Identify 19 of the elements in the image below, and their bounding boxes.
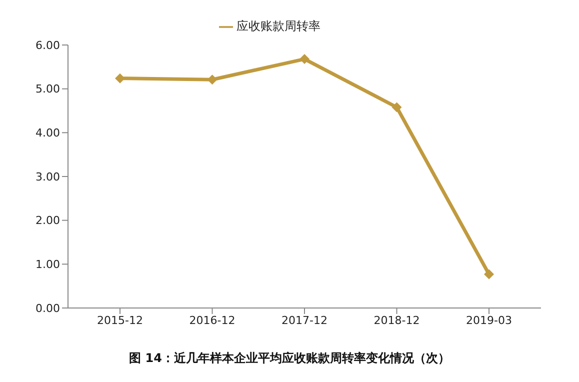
x-tick-label: 2016-12 bbox=[189, 314, 236, 327]
point bbox=[300, 54, 310, 64]
y-tick-label: 1.00 bbox=[36, 258, 60, 272]
point bbox=[207, 74, 218, 85]
legend-label: 应收账款周转率 bbox=[236, 19, 320, 33]
y-tick-label: 5.00 bbox=[36, 82, 60, 96]
point bbox=[484, 269, 494, 280]
y-tick-label: 0.00 bbox=[36, 302, 60, 315]
x-tick-label: 2015-12 bbox=[97, 314, 143, 327]
y-tick-label: 6.00 bbox=[36, 38, 60, 52]
y-tick-label: 3.00 bbox=[36, 170, 60, 184]
y-tick-label: 2.00 bbox=[36, 214, 60, 228]
point bbox=[115, 73, 125, 84]
y-tick-label: 4.00 bbox=[36, 126, 60, 140]
x-tick-label: 2018-12 bbox=[374, 314, 420, 327]
x-tick-label: 2017-12 bbox=[282, 314, 328, 327]
text: 图 14：近几年样本企业平均应收账款周转率变化情况（次） bbox=[128, 350, 451, 367]
point bbox=[392, 102, 402, 112]
x-tick-label: 2019-03 bbox=[466, 314, 512, 327]
